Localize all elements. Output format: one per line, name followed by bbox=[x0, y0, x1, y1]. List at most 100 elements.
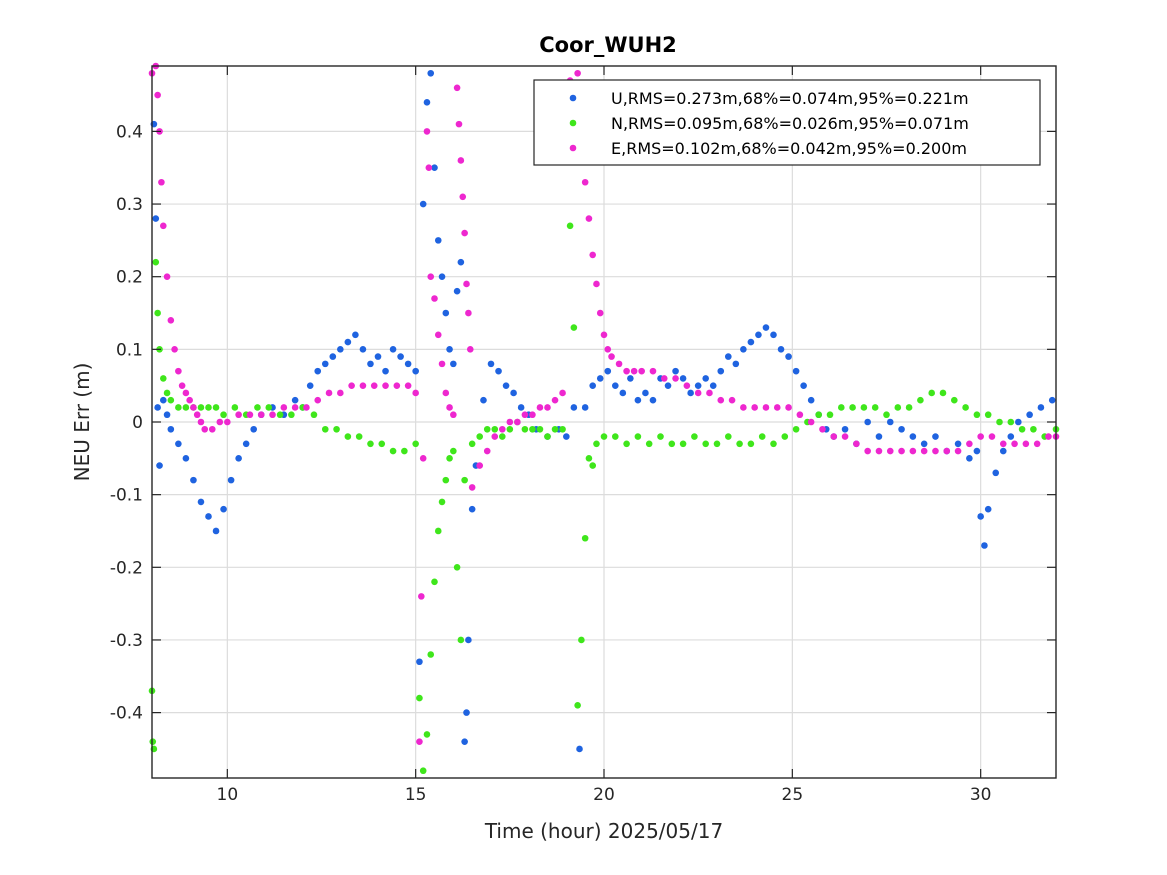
data-point bbox=[465, 636, 472, 644]
data-point bbox=[792, 425, 800, 433]
data-point bbox=[453, 287, 461, 295]
data-point bbox=[182, 389, 190, 397]
data-point bbox=[977, 513, 984, 520]
data-point bbox=[280, 404, 288, 411]
data-point bbox=[154, 404, 161, 411]
data-point bbox=[792, 367, 800, 375]
data-point bbox=[352, 331, 359, 339]
data-point bbox=[576, 745, 583, 753]
data-point bbox=[208, 425, 216, 433]
data-point bbox=[589, 382, 596, 389]
data-point bbox=[197, 418, 205, 426]
data-point bbox=[581, 178, 589, 186]
data-point bbox=[242, 440, 250, 448]
x-tick-label: 30 bbox=[970, 785, 992, 805]
chart-title: Coor_WUH2 bbox=[539, 33, 677, 57]
data-point bbox=[310, 411, 318, 419]
data-point bbox=[954, 440, 962, 448]
data-point bbox=[566, 222, 574, 230]
data-point bbox=[706, 389, 713, 397]
legend-box bbox=[533, 79, 1041, 166]
data-point bbox=[781, 433, 789, 440]
data-point bbox=[423, 731, 431, 738]
y-tick-label: 0.1 bbox=[116, 340, 143, 360]
data-point bbox=[559, 389, 566, 397]
data-point bbox=[544, 433, 551, 440]
data-point bbox=[412, 389, 419, 397]
data-point bbox=[499, 425, 506, 433]
data-point bbox=[589, 462, 596, 469]
data-point bbox=[619, 389, 627, 397]
data-point bbox=[457, 157, 465, 164]
series-n bbox=[148, 222, 1060, 775]
data-point bbox=[419, 455, 427, 462]
data-point bbox=[450, 447, 457, 455]
data-point bbox=[152, 258, 160, 266]
data-point bbox=[634, 396, 642, 404]
data-point bbox=[446, 346, 453, 353]
data-point bbox=[468, 505, 476, 513]
data-point bbox=[446, 455, 453, 462]
data-point bbox=[529, 411, 536, 419]
data-point bbox=[389, 346, 397, 353]
data-point bbox=[419, 767, 427, 775]
data-point bbox=[999, 447, 1007, 455]
data-point bbox=[442, 389, 450, 397]
data-point bbox=[254, 404, 261, 411]
data-point bbox=[932, 433, 939, 440]
data-point bbox=[158, 178, 165, 186]
data-series bbox=[148, 62, 1060, 775]
data-point bbox=[171, 346, 178, 353]
data-point bbox=[1007, 433, 1015, 440]
data-point bbox=[461, 476, 468, 484]
data-point bbox=[167, 425, 175, 433]
data-point bbox=[510, 389, 517, 397]
data-point bbox=[491, 433, 499, 440]
data-point bbox=[370, 382, 378, 389]
data-point bbox=[453, 564, 461, 571]
data-point bbox=[777, 346, 785, 353]
data-point bbox=[694, 389, 702, 397]
data-point bbox=[755, 331, 762, 339]
data-point bbox=[657, 433, 664, 440]
data-point bbox=[574, 69, 581, 77]
data-point bbox=[416, 694, 423, 702]
data-point bbox=[645, 440, 653, 448]
data-point bbox=[344, 433, 352, 440]
data-point bbox=[894, 404, 902, 411]
data-point bbox=[1015, 418, 1022, 426]
data-point bbox=[596, 375, 604, 382]
x-axis-label: Time (hour) 2025/05/17 bbox=[484, 819, 723, 843]
data-point bbox=[355, 433, 363, 440]
data-point bbox=[220, 505, 227, 513]
data-point bbox=[461, 229, 468, 237]
data-point bbox=[163, 389, 171, 397]
data-point bbox=[623, 440, 630, 448]
data-point bbox=[623, 367, 630, 375]
data-point bbox=[608, 353, 615, 360]
data-point bbox=[596, 309, 604, 317]
data-point bbox=[988, 433, 996, 440]
data-point bbox=[303, 404, 310, 411]
data-point bbox=[401, 447, 408, 455]
data-point bbox=[819, 425, 826, 433]
data-point bbox=[468, 484, 476, 491]
data-point bbox=[182, 404, 190, 411]
data-point bbox=[235, 455, 242, 462]
data-point bbox=[1011, 440, 1018, 448]
data-point bbox=[536, 425, 544, 433]
data-point bbox=[920, 447, 928, 455]
data-point bbox=[581, 404, 589, 411]
data-point bbox=[450, 360, 457, 368]
data-point bbox=[612, 382, 619, 389]
data-point bbox=[431, 164, 438, 172]
data-point bbox=[1030, 425, 1037, 433]
data-point bbox=[154, 91, 161, 99]
data-point bbox=[1045, 433, 1052, 440]
data-point bbox=[649, 367, 657, 375]
data-point bbox=[205, 404, 212, 411]
data-point bbox=[600, 433, 608, 440]
data-point bbox=[163, 273, 171, 280]
data-point bbox=[849, 404, 856, 411]
legend-label: U,RMS=0.273m,68%=0.074m,95%=0.221m bbox=[611, 89, 969, 108]
